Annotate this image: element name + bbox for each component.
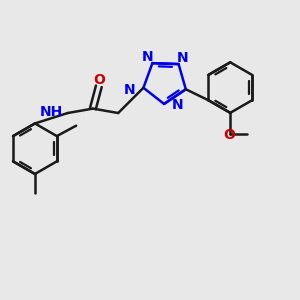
Text: N: N [172,98,183,112]
Text: O: O [224,128,236,142]
Text: N: N [177,50,189,64]
Text: NH: NH [40,105,63,118]
Text: N: N [142,50,154,64]
Text: N: N [124,83,135,97]
Text: O: O [93,73,105,87]
